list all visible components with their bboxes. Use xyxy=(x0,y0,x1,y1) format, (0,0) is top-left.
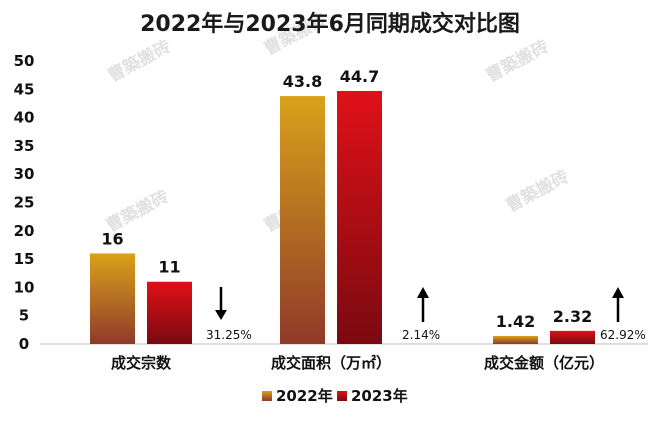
chart-title: 2022年与2023年6月同期成交对比图 xyxy=(140,11,520,37)
legend: 2022年 2023年 xyxy=(262,387,408,405)
bar-2023-0 xyxy=(147,281,192,344)
bars-group: 16 43.8 1.42 11 44.7 2.32 xyxy=(90,67,595,344)
watermark-text: 曹築搬砖 xyxy=(502,166,572,216)
data-label: 1.42 xyxy=(496,312,535,331)
category-label: 成交面积（万㎡） xyxy=(271,354,391,372)
y-tick-label: 35 xyxy=(14,137,35,155)
legend-swatch xyxy=(262,391,272,401)
y-tick-label: 20 xyxy=(14,222,35,240)
watermark-text: 曹築搬砖 xyxy=(482,36,552,86)
bar-2023-1 xyxy=(337,90,382,344)
bar-2022-2 xyxy=(493,335,538,344)
y-axis: 0 5 10 15 20 25 30 35 40 45 50 xyxy=(14,52,35,353)
category-label: 成交金额（亿元） xyxy=(484,354,604,372)
change-indicators: 31.25% 2.14% 62.92% xyxy=(206,287,646,342)
y-tick-label: 25 xyxy=(14,194,35,212)
category-labels: 成交宗数 成交面积（万㎡） 成交金额（亿元） xyxy=(111,354,604,372)
y-tick-label: 15 xyxy=(14,250,35,268)
data-label: 16 xyxy=(101,229,123,248)
y-tick-label: 45 xyxy=(14,80,35,98)
category-label: 成交宗数 xyxy=(111,354,172,372)
change-percent: 62.92% xyxy=(600,328,646,342)
legend-label: 2022年 xyxy=(276,387,333,405)
data-label: 43.8 xyxy=(283,72,322,91)
down-arrow-head-icon xyxy=(215,310,227,320)
data-label: 11 xyxy=(158,258,180,277)
watermark-text: 曹築搬砖 xyxy=(104,36,174,86)
change-percent: 31.25% xyxy=(206,328,252,342)
y-tick-label: 30 xyxy=(14,165,35,183)
data-label: 44.7 xyxy=(340,67,379,86)
bar-2022-1 xyxy=(280,96,325,344)
legend-label: 2023年 xyxy=(351,387,408,405)
y-tick-label: 0 xyxy=(19,335,29,353)
legend-swatch xyxy=(337,391,347,401)
bar-2022-0 xyxy=(90,253,135,344)
data-label: 2.32 xyxy=(553,307,592,326)
y-tick-label: 50 xyxy=(14,52,35,70)
change-percent: 2.14% xyxy=(402,328,440,342)
y-tick-label: 40 xyxy=(14,109,35,127)
up-arrow-head-icon xyxy=(417,287,429,298)
bar-2023-2 xyxy=(550,330,595,344)
up-arrow-head-icon xyxy=(612,287,624,298)
y-tick-label: 5 xyxy=(19,307,29,325)
y-tick-label: 10 xyxy=(14,278,35,296)
